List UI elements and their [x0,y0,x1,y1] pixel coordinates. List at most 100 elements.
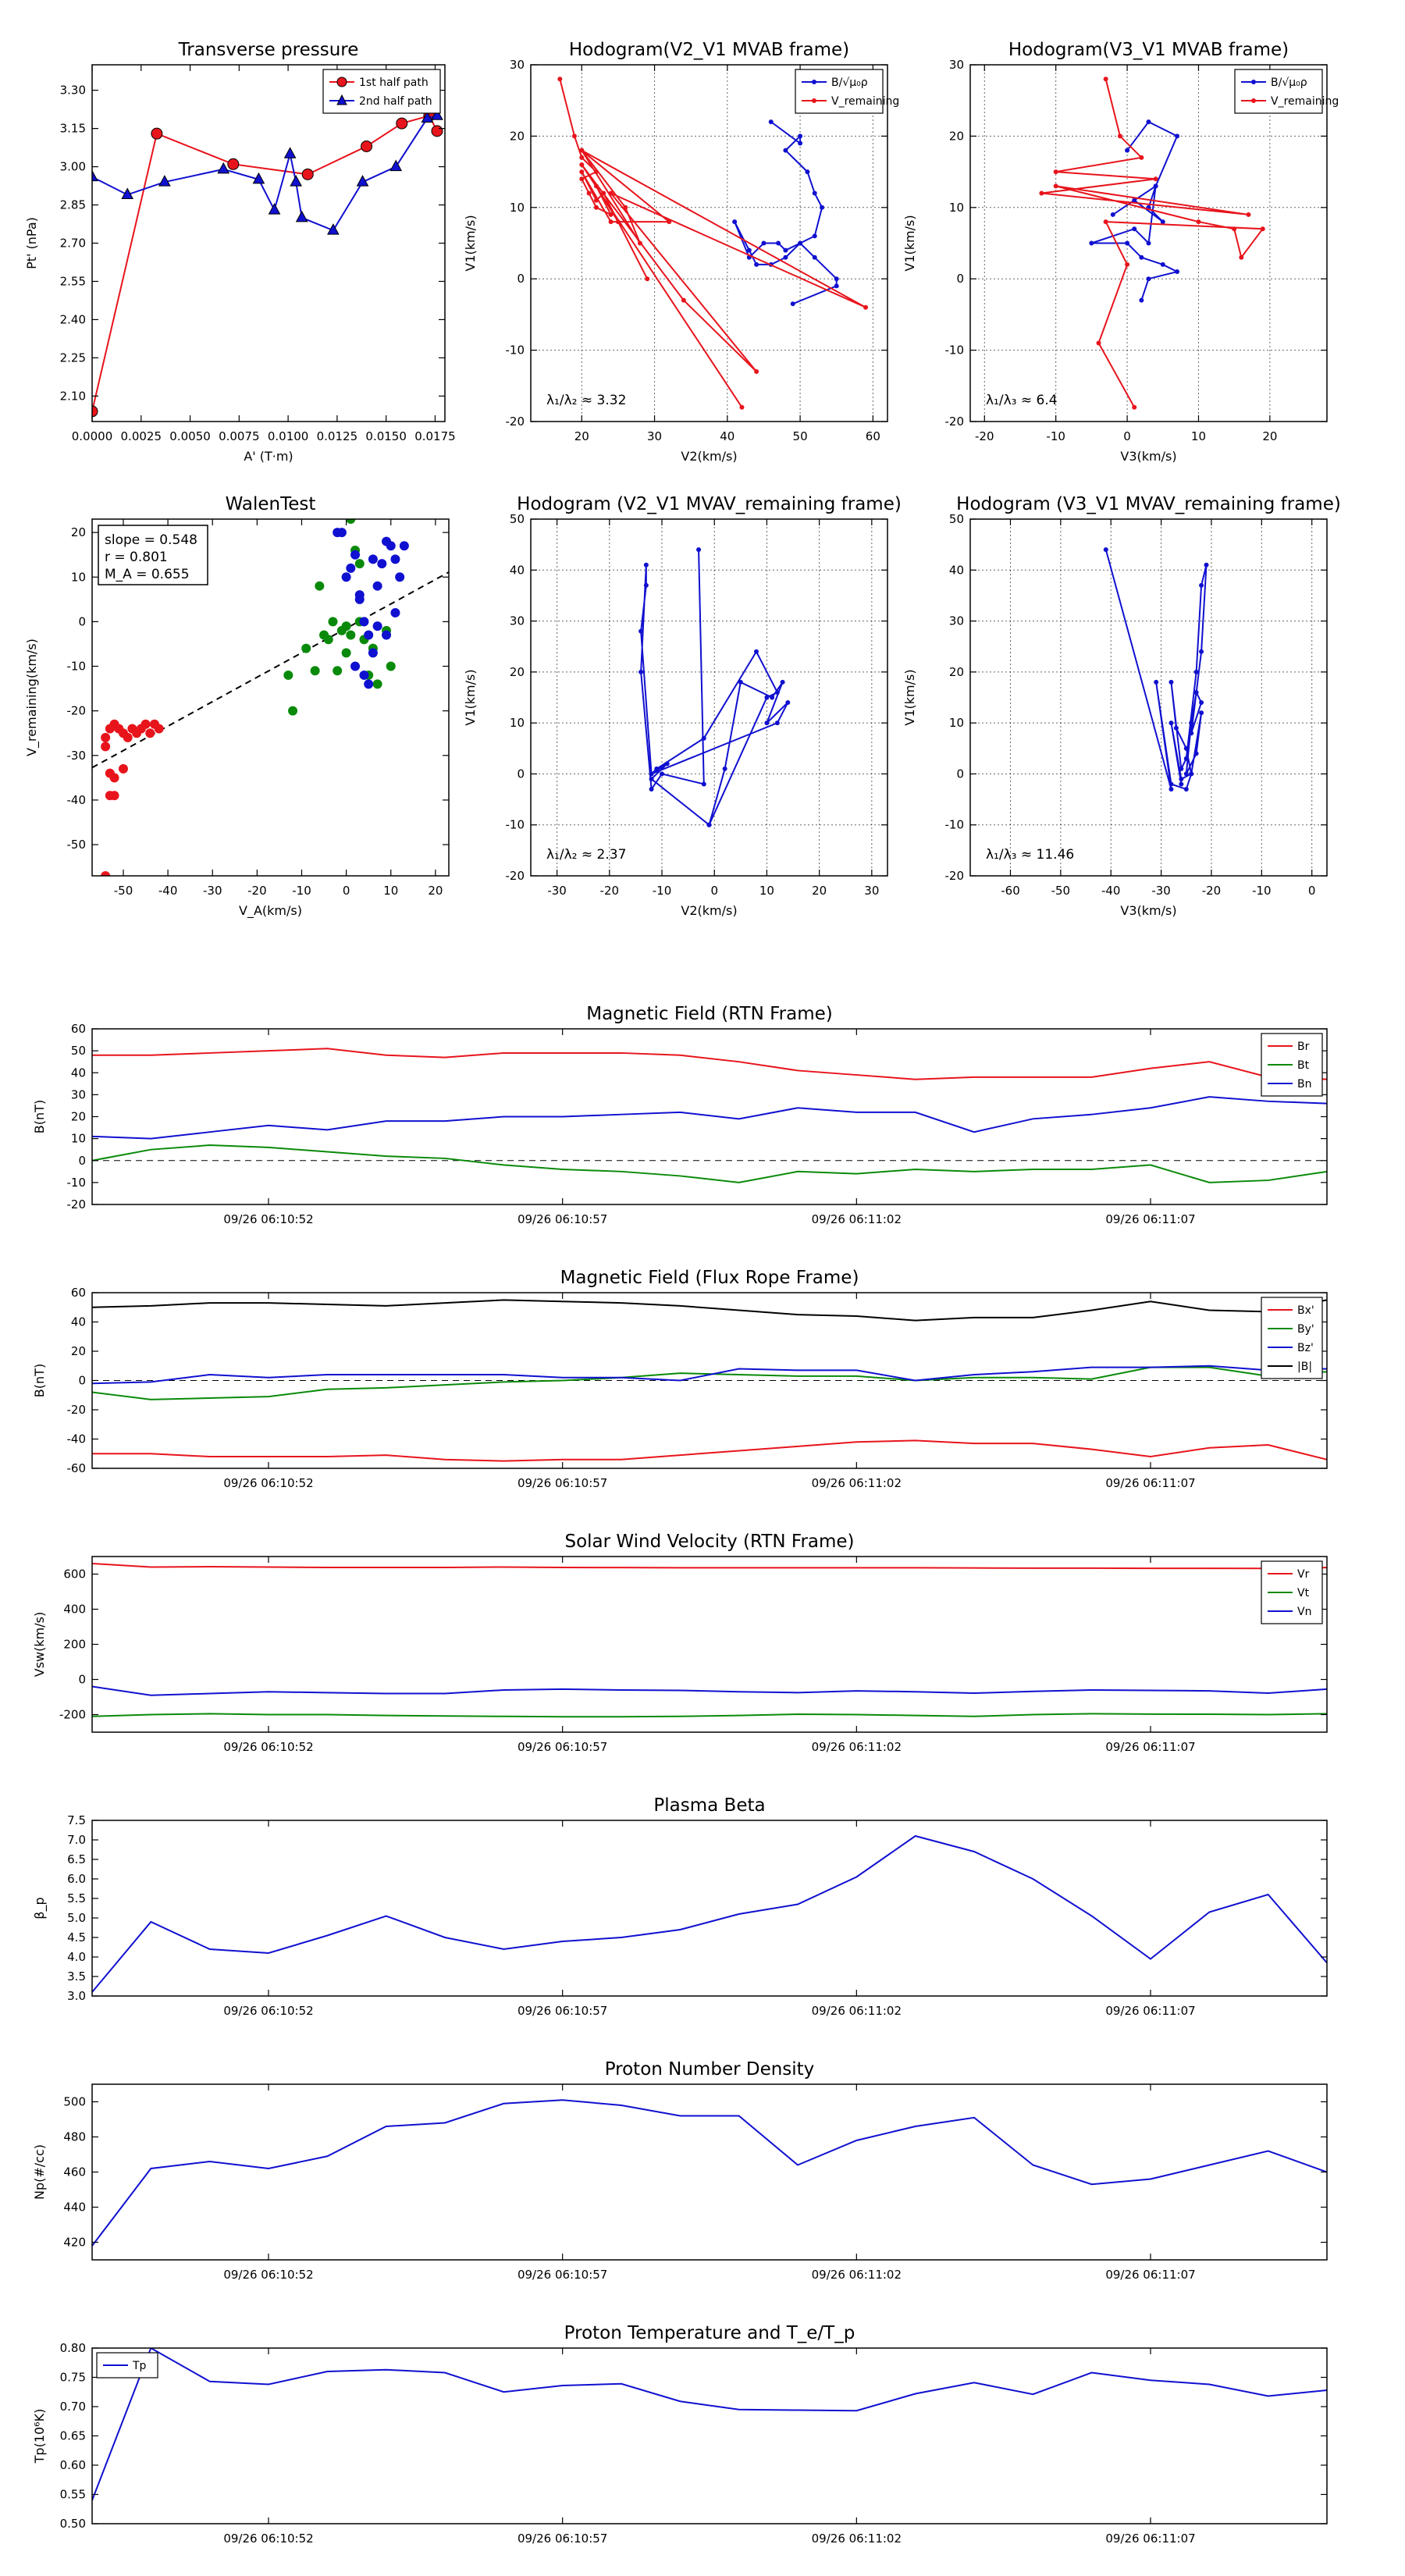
y-tick-label: 2.55 [60,274,86,288]
y-tick-label: 0.60 [60,2458,86,2472]
y-tick-label: 600 [63,1567,86,1582]
data-point [1160,219,1165,225]
data-point [431,109,443,120]
data-point [579,155,585,160]
data-point [834,283,839,289]
chart-title: Transverse pressure [178,40,359,60]
data-point [1196,219,1201,225]
y-tick-label: 0 [78,1154,86,1168]
data-point [140,719,151,729]
data-point [1132,197,1137,203]
y-tick-label: 10 [949,201,964,215]
axes-frame [91,2083,1328,2261]
x-tick-label: -50 [1051,884,1071,898]
data-point [372,581,382,591]
x-tick-label: 0.0100 [268,429,309,443]
data-point [1179,766,1184,771]
data-point [1103,219,1108,225]
y-tick-label: -10 [67,1176,87,1190]
data-point [753,649,759,654]
data-point [288,706,298,716]
data-point [608,212,614,217]
data-point [696,547,702,553]
x-tick-label: 09/26 06:11:02 [812,2268,902,2282]
data-point [1146,240,1151,246]
chart-walen: -50 -40 -30 -20 -10 0 10 20 -50 -40 -30 -20 -10 0 10 20… [24,494,450,919]
data-point [764,720,770,726]
data-point [746,247,752,253]
series-line [1041,79,1264,408]
data-point [863,304,869,310]
data-point [396,117,408,130]
series-beta [92,1834,1327,1993]
x-tick-label: 0.0075 [219,429,260,443]
x-tick-label: 20 [428,884,443,898]
data-point [805,169,810,175]
legend-label: Vn [1297,1606,1311,1618]
stats-box [98,525,208,585]
data-point [341,572,351,582]
y-tick-label: 7.5 [67,1813,86,1827]
chart-title: Proton Number Density [605,2059,815,2080]
series-line [640,550,789,826]
chart-title: Hodogram (V3_V1 MVAV_remaining frame) [956,494,1341,514]
y-tick-label: 60 [71,1286,86,1300]
data-point [1139,297,1144,303]
y-tick-label: 0 [78,614,86,628]
series-vremaining [557,76,869,410]
data-point [1096,340,1101,346]
series-line [92,1834,1327,1993]
y-tick-label: 20 [71,525,86,539]
ratio-annotation: λ₁/λ₃ ≈ 6.4 [986,393,1058,408]
data-point [608,219,614,225]
x-tick-label: 20 [812,884,827,898]
y-tick-label: -20 [67,1197,87,1212]
y-tick-label: 10 [949,716,964,730]
y-tick-label: 10 [510,201,525,215]
y-tick-label: 30 [949,58,964,72]
axes-frame [91,518,450,877]
chart-beta: 09/26 06:10:52 09/26 06:10:57 09/26 06:11:… [32,1795,1328,2018]
y-tick-label: 3.00 [60,160,86,174]
y-tick-label: -10 [945,343,965,358]
series-bz [92,1364,1327,1385]
legend-label: By' [1297,1323,1314,1336]
y-tick-label: -40 [67,1432,87,1446]
data-point [1183,745,1189,751]
stats-line: r = 0.801 [105,550,168,565]
data-point [101,871,111,876]
data-point [761,240,767,246]
y-axis-label: β_p [32,1897,48,1919]
x-tick-label: 09/26 06:10:52 [223,2532,313,2546]
data-point [812,190,817,196]
x-tick-label: 09/26 06:10:52 [223,1740,313,1754]
data-point [154,724,164,734]
series-bt [92,1144,1327,1183]
data-point [783,247,788,253]
series-bx [92,1439,1327,1462]
y-tick-label: -10 [506,343,525,358]
data-point [368,648,378,658]
data-point [1132,226,1137,232]
data-point [118,763,128,774]
x-tick-label: -10 [1252,884,1272,898]
y-tick-label: 30 [510,58,525,72]
data-point [820,205,825,210]
data-point [1199,700,1204,706]
series-vn [92,1685,1327,1696]
x-tick-label: -30 [1151,884,1171,898]
data-point [1089,240,1094,246]
legend-label: 1st half path [359,76,429,89]
y-tick-label: -20 [945,869,965,883]
y-tick-label: 60 [71,1022,86,1036]
x-tick-label: 09/26 06:11:02 [812,1740,902,1754]
y-axis-label: V1(km/s) [902,215,917,271]
x-tick-label: 09/26 06:10:57 [518,2004,607,2018]
series-hodo [1103,547,1209,792]
data-point [593,183,599,189]
axes-frame [91,2347,1328,2524]
data-point [372,679,382,689]
data-point [623,205,628,210]
data-point [109,773,119,783]
data-point [1183,756,1189,761]
